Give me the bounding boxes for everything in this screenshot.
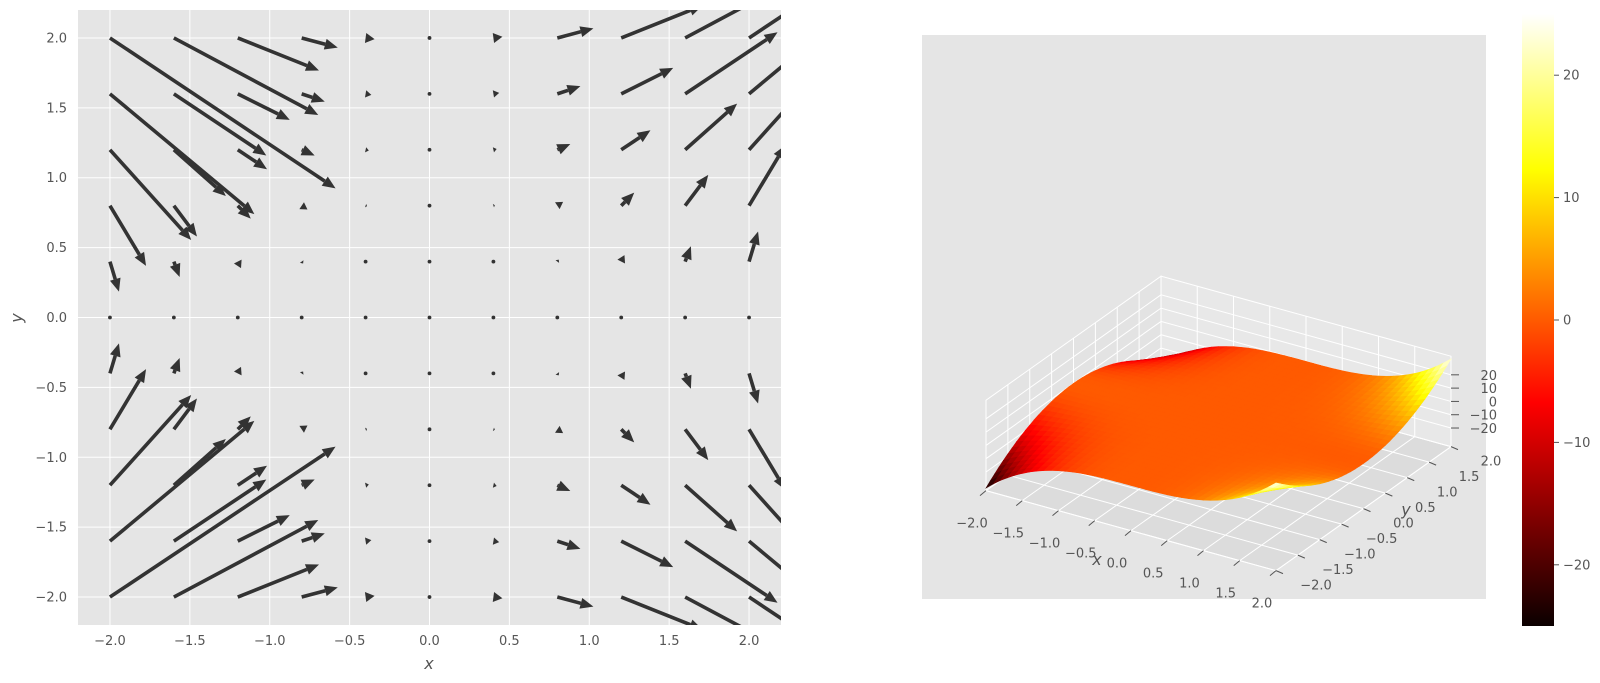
colorbar-tick-label: −10	[1563, 436, 1590, 451]
colorbar-tick-label: 20	[1563, 69, 1580, 84]
quiver-arrow	[747, 316, 751, 320]
quiver-x-tick-label: −2.0	[94, 634, 126, 649]
quiver-arrow	[428, 148, 432, 152]
quiver-arrow	[364, 260, 368, 264]
surface-y-tick-label: −1.0	[1344, 548, 1376, 563]
quiver-arrow	[555, 316, 559, 320]
surface-x-tick-label: −2.0	[956, 517, 988, 532]
quiver-y-tick-label: 2.0	[46, 31, 67, 46]
quiver-x-tick-label: 0.5	[499, 634, 520, 649]
quiver-y-tick-label: −1.5	[35, 521, 67, 536]
surface-y-tick-label: 1.0	[1437, 486, 1458, 501]
quiver-plot: −2.0 −1.5 −1.0 −0.5 0.0 0.5 1.0 1.5 2.0 −2.0 −1.5…	[7, 0, 975, 683]
quiver-x-tick-label: −1.5	[174, 634, 206, 649]
quiver-y-tick-label: 0.5	[46, 241, 67, 256]
surface-x-axis-label: x	[1091, 550, 1102, 569]
quiver-arrow	[428, 92, 432, 96]
colorbar-tick-labels: −20 −10 0 10 20	[1554, 69, 1590, 574]
quiver-arrow	[172, 316, 176, 320]
quiver-arrow	[492, 372, 496, 376]
quiver-y-tick-label: −2.0	[35, 591, 67, 606]
quiver-x-tick-label: 2.0	[739, 634, 760, 649]
colorbar: −20 −10 0 10 20	[1522, 14, 1590, 626]
colorbar-gradient	[1522, 14, 1554, 626]
surface-y-tick-label: −0.5	[1366, 532, 1398, 547]
quiver-arrow	[428, 539, 432, 543]
surface-z-tick-label: −20	[1470, 422, 1497, 437]
surface-y-tick-label: 0.5	[1415, 501, 1436, 516]
surface-x-tick-label: 1.5	[1215, 587, 1236, 602]
quiver-arrow	[749, 597, 975, 683]
surface-x-tick-label: 2.0	[1252, 597, 1273, 612]
quiver-arrow	[492, 260, 496, 264]
quiver-arrow	[749, 0, 975, 38]
surface-x-tick-label: −1.5	[992, 527, 1024, 542]
quiver-y-axis-label: y	[7, 313, 26, 324]
colorbar-tick-label: 10	[1563, 191, 1580, 206]
quiver-x-tick-labels: −2.0 −1.5 −1.0 −0.5 0.0 0.5 1.0 1.5 2.0	[94, 634, 759, 649]
surface-z-tick-label: −10	[1470, 409, 1497, 424]
quiver-x-axis-label: x	[423, 654, 434, 673]
quiver-x-tick-label: 1.0	[579, 634, 600, 649]
surface-z-tick-label: 0	[1489, 395, 1497, 410]
quiver-arrow	[683, 316, 687, 320]
surface-x-tick-label: 0.0	[1107, 557, 1128, 572]
quiver-arrow	[108, 316, 112, 320]
quiver-arrow	[492, 316, 496, 320]
quiver-arrow	[236, 316, 240, 320]
quiver-arrow	[428, 427, 432, 431]
surface-y-axis-label: y	[1400, 500, 1411, 519]
quiver-arrow	[428, 260, 432, 264]
quiver-arrow	[428, 204, 432, 208]
quiver-x-tick-label: −0.5	[334, 634, 366, 649]
surface-z-tick-label: 10	[1480, 382, 1497, 397]
surface-x-tick-label: −1.0	[1029, 537, 1061, 552]
quiver-x-tick-label: 0.0	[419, 634, 440, 649]
quiver-arrow	[364, 316, 368, 320]
quiver-y-tick-label: 0.0	[46, 311, 67, 326]
quiver-arrow	[428, 372, 432, 376]
quiver-y-tick-label: −0.5	[35, 381, 67, 396]
quiver-arrow	[428, 316, 432, 320]
surface-y-tick-label: −1.5	[1322, 563, 1354, 578]
surface-x-tick-label: 0.5	[1143, 567, 1164, 582]
quiver-arrow	[428, 595, 432, 599]
quiver-arrow	[428, 36, 432, 40]
quiver-arrow	[364, 372, 368, 376]
surface-y-tick-label: 2.0	[1481, 455, 1502, 470]
quiver-arrow	[428, 483, 432, 487]
quiver-y-tick-label: 1.5	[46, 101, 67, 116]
quiver-arrow	[300, 316, 304, 320]
surface-x-tick-label: 1.0	[1179, 577, 1200, 592]
quiver-y-tick-label: 1.0	[46, 171, 67, 186]
quiver-x-tick-label: −1.0	[254, 634, 286, 649]
surface-z-tick-label: 20	[1480, 369, 1497, 384]
colorbar-tick-label: −20	[1563, 558, 1590, 573]
surface-y-tick-label: 1.5	[1459, 470, 1480, 485]
surface-plot: −2.0−1.5−1.0−0.50.00.51.01.52.0−2.0−1.5−…	[922, 35, 1501, 612]
surface-y-tick-label: −2.0	[1300, 579, 1332, 594]
quiver-x-tick-label: 1.5	[659, 634, 680, 649]
colorbar-tick-label: 0	[1563, 314, 1571, 329]
quiver-arrow	[619, 316, 623, 320]
quiver-y-tick-labels: −2.0 −1.5 −1.0 −0.5 0.0 0.5 1.0 1.5 2.0	[35, 31, 67, 605]
quiver-y-tick-label: −1.0	[35, 451, 67, 466]
